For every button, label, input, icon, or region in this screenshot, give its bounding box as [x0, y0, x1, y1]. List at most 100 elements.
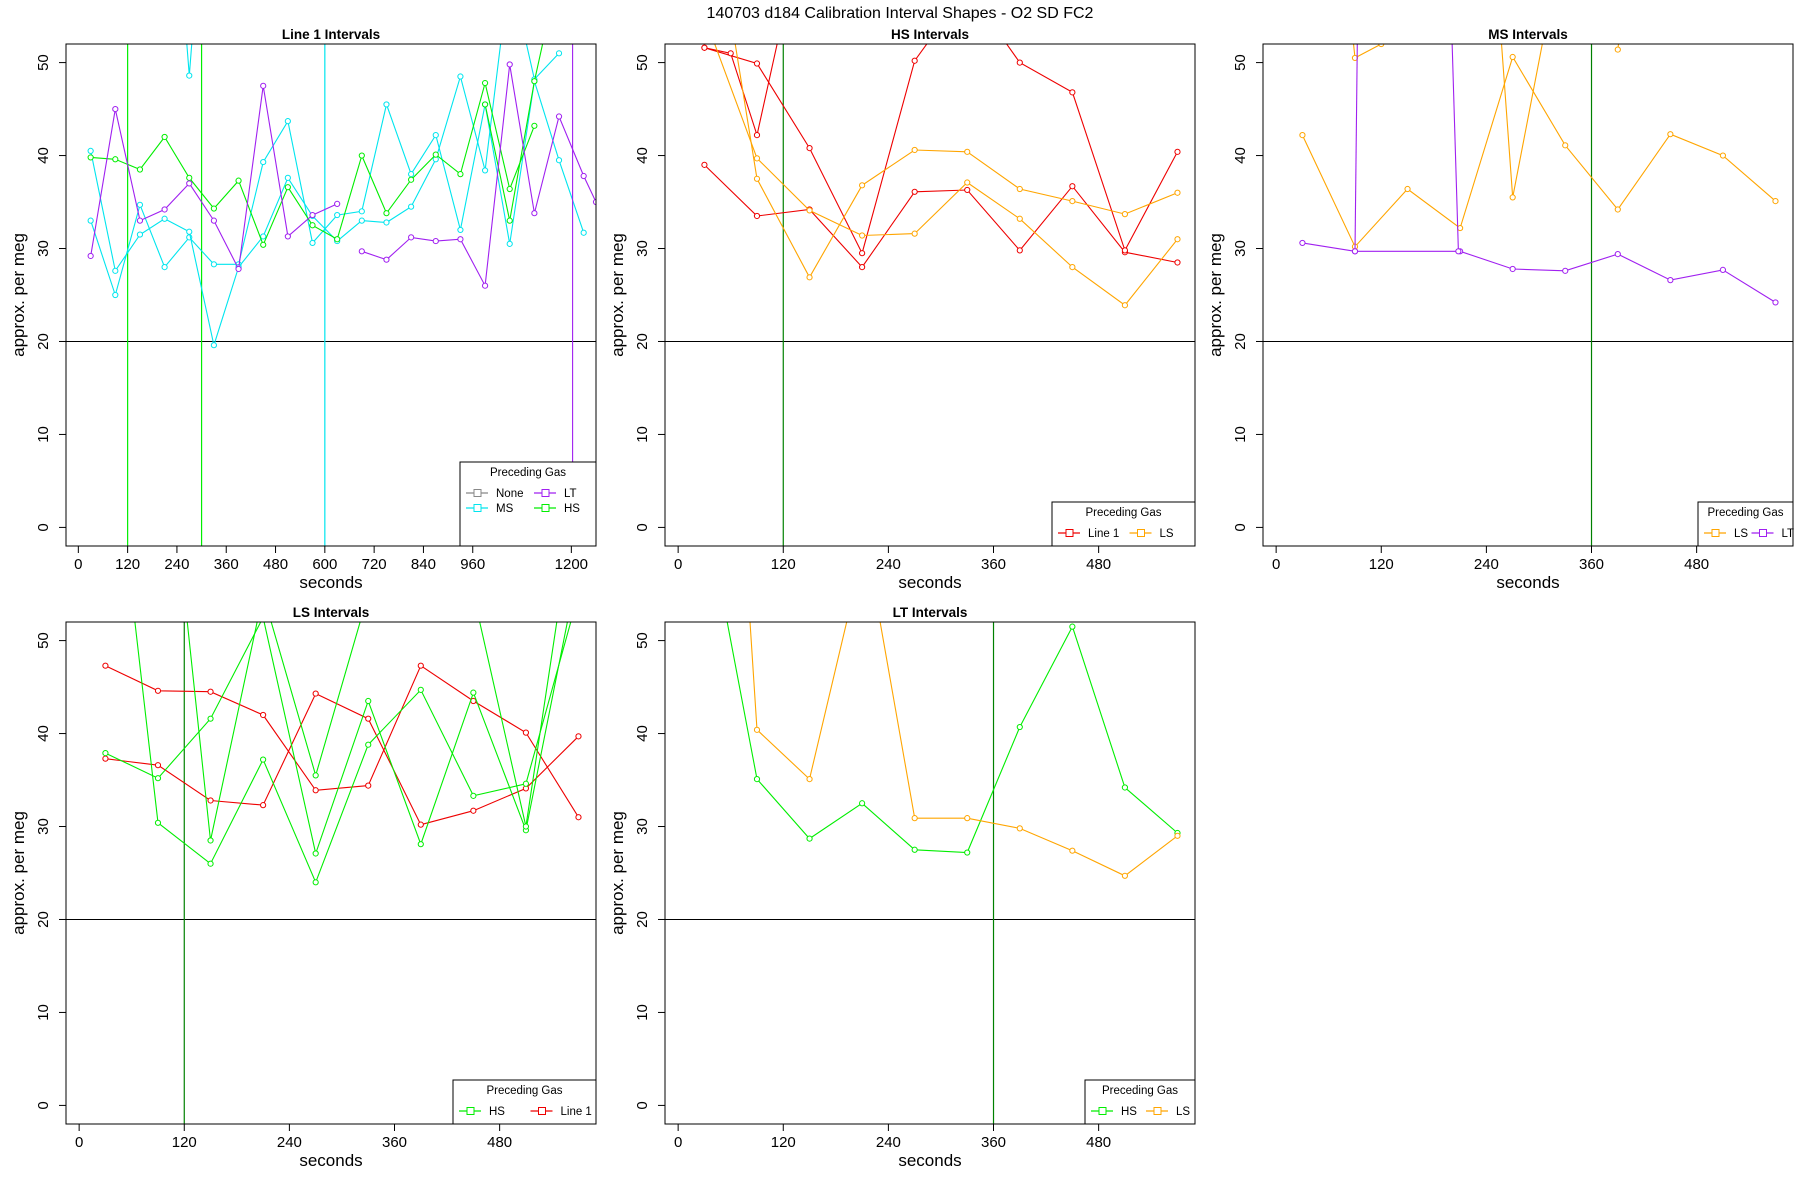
- legend-swatch-marker: [541, 489, 550, 497]
- y-axis-label: approx. per meg: [9, 811, 28, 935]
- data-point: [753, 726, 761, 733]
- panel-5: LT Intervals 0 120 240 360 480 seconds 0 10 20 30 4…: [608, 605, 1196, 1170]
- data-point: [365, 741, 372, 748]
- data-point: [408, 171, 415, 178]
- data-point: [911, 815, 918, 822]
- x-tick-label: 120: [115, 556, 140, 573]
- data-point: [1121, 247, 1129, 254]
- data-point: [481, 282, 489, 289]
- legend-swatch-marker: [1711, 529, 1720, 537]
- series-line-hs: [186, 622, 558, 841]
- panel-title: HS Intervals: [891, 27, 969, 42]
- panel-1: Line 1 Intervals 0 120 240 360 480 600 720 840 96…: [9, 27, 597, 592]
- x-axis-label: seconds: [299, 1151, 362, 1170]
- y-tick-label: 50: [35, 54, 52, 71]
- data-point: [154, 762, 162, 769]
- legend-swatch-marker: [1759, 529, 1767, 537]
- legend: Preceding Gas Line 1 LS: [1051, 501, 1196, 547]
- legend-box: [459, 461, 597, 547]
- data-point: [432, 132, 439, 139]
- data-point: [312, 850, 319, 857]
- legend-entry-label: None: [496, 488, 524, 500]
- legend-swatch-marker: [1137, 529, 1145, 537]
- data-point: [1772, 198, 1779, 205]
- x-tick-label: 120: [771, 1134, 796, 1151]
- legend-swatch-marker: [473, 489, 482, 497]
- data-point: [859, 232, 866, 239]
- data-point: [964, 179, 971, 186]
- data-point: [112, 267, 119, 274]
- legend-entry-label: LS: [1734, 528, 1748, 540]
- legend-entry-label: LS: [1176, 1106, 1190, 1118]
- data-point: [358, 208, 365, 215]
- data-point: [859, 264, 866, 271]
- data-point: [555, 157, 563, 164]
- legend-title: Preceding Gas: [486, 1085, 562, 1097]
- y-tick-label: 10: [1232, 426, 1249, 443]
- data-point: [531, 122, 538, 129]
- data-point: [284, 184, 291, 191]
- data-point: [1121, 784, 1129, 791]
- plot-area: [66, 622, 596, 1124]
- data-point: [365, 697, 372, 705]
- y-axis-label: approx. per meg: [608, 233, 627, 357]
- data-point: [284, 233, 291, 240]
- data-point: [136, 217, 144, 224]
- data-point: [260, 756, 267, 763]
- data-point: [1121, 872, 1129, 879]
- data-point: [210, 342, 218, 349]
- data-point: [911, 188, 918, 195]
- data-point: [1016, 185, 1023, 193]
- y-tick-label: 0: [1232, 523, 1249, 531]
- data-point: [1069, 89, 1076, 96]
- y-tick-label: 20: [1232, 333, 1249, 350]
- series-line-ls: [714, 44, 1178, 306]
- data-point: [1509, 53, 1516, 61]
- legend: Preceding Gas LS LT: [1697, 501, 1794, 547]
- data-point: [87, 154, 94, 161]
- data-point: [522, 729, 530, 736]
- y-axis-label: approx. per meg: [608, 811, 627, 935]
- data-point: [859, 182, 866, 189]
- legend-swatch-marker: [473, 504, 482, 512]
- data-point: [859, 250, 866, 257]
- data-point: [964, 849, 971, 856]
- data-point: [207, 797, 214, 804]
- data-point: [1069, 198, 1076, 205]
- data-point: [260, 802, 267, 809]
- data-point: [417, 841, 424, 848]
- series-line-hs: [726, 622, 1178, 854]
- y-tick-label: 30: [35, 240, 52, 257]
- data-point: [580, 229, 587, 236]
- data-point: [383, 219, 390, 226]
- series-line-ls: [1301, 55, 1776, 248]
- data-point: [432, 151, 439, 158]
- y-tick-label: 10: [35, 1004, 52, 1021]
- x-tick-label: 240: [277, 1134, 302, 1151]
- legend-entry-label: HS: [489, 1106, 505, 1118]
- series-line-lt: [1451, 44, 1459, 252]
- data-point: [911, 230, 918, 237]
- data-point: [506, 217, 513, 224]
- series-line-line-1: [704, 44, 1178, 255]
- data-point: [964, 186, 971, 194]
- data-point: [806, 776, 813, 783]
- data-point: [87, 252, 94, 260]
- x-axis-label: seconds: [898, 573, 961, 592]
- data-point: [260, 241, 267, 248]
- data-point: [531, 210, 538, 217]
- legend-swatch-marker: [466, 1107, 475, 1115]
- data-point: [522, 780, 530, 787]
- panel-title: Line 1 Intervals: [282, 27, 380, 42]
- x-tick-label: 360: [1579, 556, 1604, 573]
- x-tick-label: 480: [1086, 1134, 1111, 1151]
- data-point: [911, 146, 918, 154]
- data-point: [1069, 623, 1076, 630]
- data-point: [964, 815, 971, 822]
- data-point: [911, 57, 918, 64]
- data-point: [701, 161, 708, 168]
- y-tick-label: 0: [35, 1101, 52, 1109]
- data-point: [911, 846, 918, 853]
- panel-3: MS Intervals 0 120 240 360 480 seconds 0 10 20 30 4…: [1206, 27, 1794, 592]
